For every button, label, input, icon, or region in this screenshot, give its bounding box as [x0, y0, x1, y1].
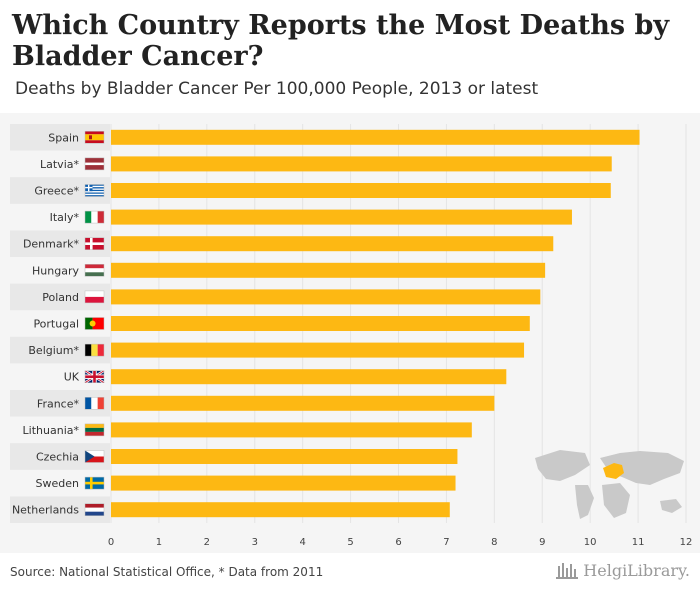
bar: [111, 449, 458, 464]
category-labels: Spain Latvia* Greece* Italy* Denmark* Hungary…: [12, 131, 80, 516]
brand-logo: HelgiLibrary.: [555, 560, 690, 580]
world-map-icon: [535, 450, 684, 519]
sweden-flag-icon: [84, 476, 105, 490]
latvia-flag-icon: [84, 157, 105, 171]
x-tick-label: 8: [491, 537, 497, 548]
bar: [111, 422, 472, 438]
category-label: Netherlands: [12, 504, 79, 517]
bar: [111, 502, 450, 518]
brand-name: HelgiLibrary.: [583, 560, 690, 580]
x-tick-label: 6: [395, 537, 401, 548]
map-landmass: [602, 483, 630, 518]
category-label: Portugal: [33, 318, 79, 331]
bar: [111, 316, 530, 331]
x-tick-label: 11: [632, 537, 645, 548]
lithuania-flag-icon: [84, 423, 105, 437]
map-landmass: [575, 485, 594, 519]
map-landmass: [660, 499, 682, 513]
bar: [111, 262, 546, 278]
x-tick-label: 3: [252, 537, 258, 548]
chart-subtitle: Deaths by Bladder Cancer Per 100,000 Peo…: [15, 79, 539, 99]
category-label: UK: [64, 371, 80, 384]
x-tick-label: 12: [680, 537, 693, 548]
portugal-flag-icon: [84, 317, 105, 330]
flag-icons: [84, 131, 105, 516]
category-label: Lithuania*: [23, 424, 80, 437]
map-europe-highlight: [603, 463, 624, 479]
denmark-flag-icon: [84, 237, 105, 250]
x-tick-label: 2: [204, 537, 210, 548]
category-label: Hungary: [32, 264, 79, 277]
bar: [111, 289, 541, 305]
category-label: Spain: [48, 131, 79, 144]
category-label: Denmark*: [23, 238, 80, 251]
x-tick-label: 5: [347, 537, 353, 548]
category-label: Italy*: [50, 211, 80, 224]
plot-area: Spain Latvia* Greece* Italy* Denmark* Hungary…: [0, 113, 700, 553]
poland-flag-icon: [84, 290, 105, 304]
x-tick-label: 7: [443, 537, 449, 548]
netherlands-flag-icon: [84, 503, 105, 516]
x-tick-label: 0: [108, 537, 114, 548]
bar: [111, 156, 612, 172]
category-label: Latvia*: [40, 158, 79, 171]
x-tick-label: 4: [299, 537, 305, 548]
category-label: Poland: [42, 291, 79, 304]
hungary-flag-icon: [84, 264, 105, 277]
bar: [111, 395, 495, 411]
map-landmass: [600, 451, 684, 485]
category-label: Greece*: [34, 185, 79, 198]
source-note: Source: National Statistical Office, * D…: [10, 565, 324, 579]
x-axis-ticks: 0 1 2 3 4 5 6 7 8 9 10 11 12: [108, 537, 693, 548]
category-label: Czechia: [36, 451, 79, 464]
belgium-flag-icon: [84, 343, 105, 357]
bar-chart: Spain Latvia* Greece* Italy* Denmark* Hungary…: [10, 124, 693, 548]
france-flag-icon: [84, 397, 105, 410]
greece-flag-icon: [84, 184, 105, 197]
x-tick-label: 1: [156, 537, 162, 548]
bar: [111, 236, 554, 252]
category-label: Belgium*: [28, 344, 79, 357]
x-tick-label: 10: [584, 537, 597, 548]
bar: [111, 342, 525, 358]
bar: [111, 209, 572, 225]
chart-footer: Source: National Statistical Office, * D…: [0, 553, 700, 596]
library-icon: [556, 563, 579, 579]
chart-header: Which Country Reports the Most Deaths by…: [0, 0, 700, 113]
bar: [111, 183, 611, 198]
chart-title: Which Country Reports the Most Deaths by…: [12, 10, 670, 72]
spain-flag-icon: [84, 131, 105, 144]
bar: [111, 475, 456, 491]
bar: [111, 129, 640, 145]
category-label: Sweden: [36, 477, 79, 490]
map-landmass: [535, 450, 590, 481]
category-label: France*: [37, 397, 80, 410]
bars: [111, 129, 640, 518]
italy-flag-icon: [84, 210, 105, 224]
uk-flag-icon: [84, 369, 105, 384]
czechia-flag-icon: [84, 450, 105, 463]
bar: [111, 369, 507, 385]
x-tick-label: 9: [539, 537, 545, 548]
